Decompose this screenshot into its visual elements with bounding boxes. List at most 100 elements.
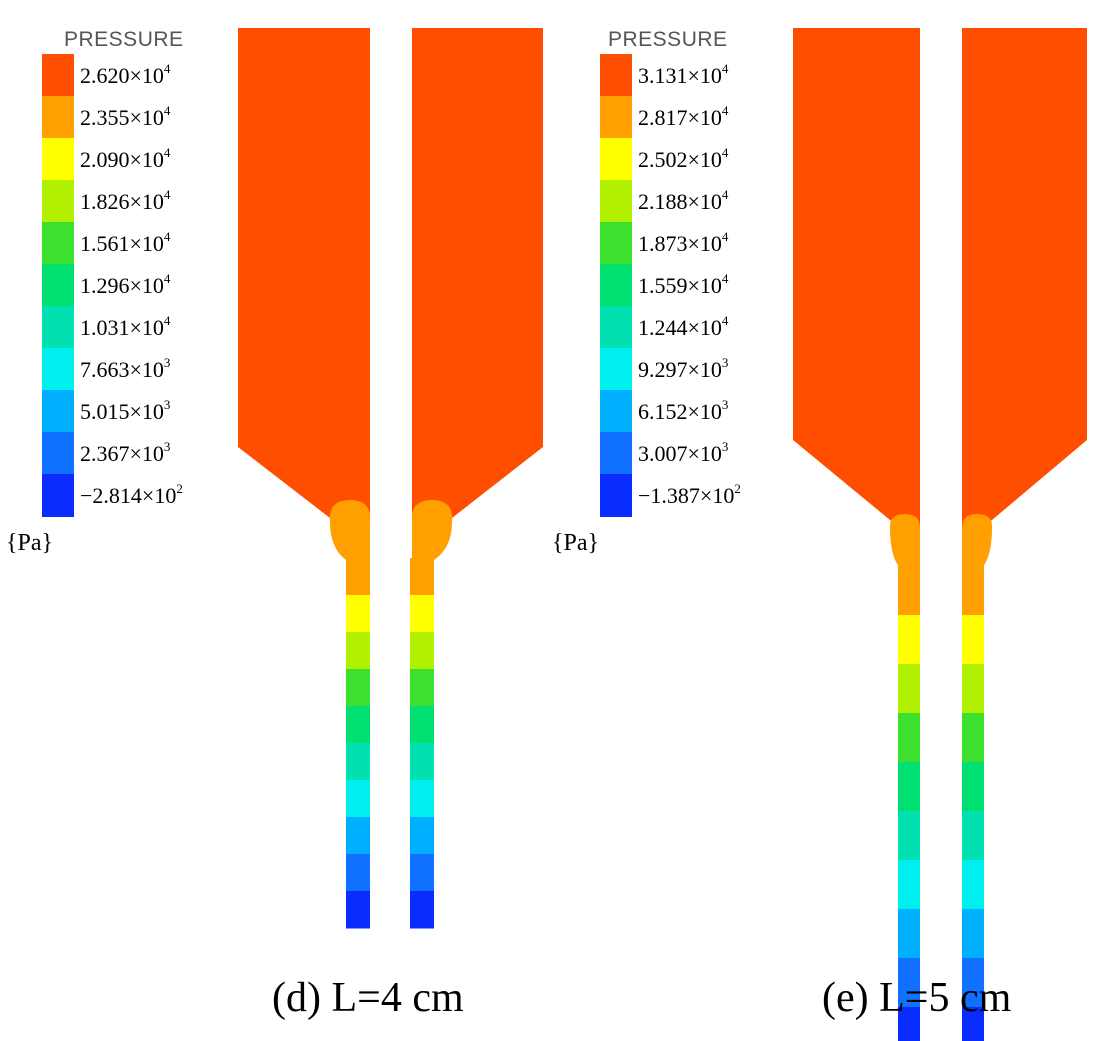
tube-band-left — [898, 566, 920, 616]
colorbar-tick-label: 1.559×104 — [638, 270, 729, 298]
tube-band-right — [962, 909, 984, 959]
colorbar-segment — [600, 138, 632, 181]
tube-band-right — [410, 595, 434, 633]
colorbar-segment — [600, 432, 632, 475]
colorbar-segment — [600, 348, 632, 391]
reservoir-left-e — [793, 28, 920, 545]
unit-label-e: {Pa} — [552, 530, 600, 556]
colorbar-segment — [42, 54, 74, 97]
colorbar-segment — [600, 180, 632, 223]
tube-band-left — [346, 632, 370, 670]
colorbar-segment — [42, 138, 74, 181]
tube-band-left — [346, 743, 370, 781]
caption-d: (d) L=4 cm — [272, 975, 464, 1021]
colorbar-segment — [600, 306, 632, 349]
tube-band-right — [962, 1007, 984, 1041]
tube-band-left — [346, 706, 370, 744]
colorbar-segment — [600, 390, 632, 433]
caption-e: (e) L=5 cm — [822, 975, 1012, 1021]
tube-band-right — [962, 664, 984, 714]
throat-bulb-left-e — [889, 514, 920, 568]
colorbar-segment — [42, 96, 74, 139]
colorbar-tick-label: 1.826×104 — [80, 186, 171, 214]
tube-band-right — [410, 780, 434, 818]
tube-band-right — [962, 762, 984, 812]
tube-band-left — [346, 817, 370, 855]
colorbar-e — [600, 54, 632, 517]
tube-band-left — [898, 1007, 920, 1041]
legend-title-d: PRESSURE — [64, 28, 184, 51]
tube-band-right — [962, 615, 984, 665]
colorbar-segment — [600, 96, 632, 139]
tube-band-left — [898, 664, 920, 714]
tube-band-left — [346, 854, 370, 892]
tube-band-right — [962, 566, 984, 616]
colorbar-segment — [600, 474, 632, 517]
colorbar-segment — [42, 348, 74, 391]
colorbar-segment — [42, 390, 74, 433]
tube-band-right — [962, 811, 984, 861]
tube-band-right — [410, 706, 434, 744]
tube-band-left — [346, 558, 370, 596]
colorbar-segment — [42, 180, 74, 223]
tube-band-left — [346, 669, 370, 707]
colorbar-tick-label: 2.090×104 — [80, 144, 171, 172]
tube-band-left — [346, 595, 370, 633]
colorbar-segment — [600, 264, 632, 307]
tube-band-right — [410, 632, 434, 670]
colorbar-segment — [42, 306, 74, 349]
throat-bulb-right-d — [411, 500, 453, 560]
colorbar-tick-label: 1.561×104 — [80, 228, 171, 256]
colorbar-segment — [42, 474, 74, 517]
tube-band-left — [898, 615, 920, 665]
tube-band-right — [410, 854, 434, 892]
colorbar-tick-label: 3.007×103 — [638, 438, 729, 466]
tube-band-left — [898, 909, 920, 959]
tube-band-left — [898, 860, 920, 910]
reservoir-right-e — [962, 28, 1087, 545]
colorbar-segment — [600, 222, 632, 265]
colorbar-segment — [600, 54, 632, 97]
reservoir-left-d — [238, 28, 370, 540]
colorbar-tick-label: −1.387×102 — [638, 480, 741, 508]
colorbar-tick-label: 6.152×103 — [638, 396, 729, 424]
tube-band-right — [962, 860, 984, 910]
colorbar-tick-label: 2.367×103 — [80, 438, 171, 466]
colorbar-d — [42, 54, 74, 517]
colorbar-segment — [42, 264, 74, 307]
colorbar-tick-label: 2.817×104 — [638, 102, 729, 130]
legend-title-e: PRESSURE — [608, 28, 728, 51]
tube-band-right — [410, 669, 434, 707]
colorbar-tick-label: 2.355×104 — [80, 102, 171, 130]
colorbar-tick-label: 5.015×103 — [80, 396, 171, 424]
colorbar-tick-label: 3.131×104 — [638, 60, 729, 88]
colorbar-tick-label: 1.873×104 — [638, 228, 729, 256]
colorbar-tick-label: 7.663×103 — [80, 354, 171, 382]
tube-band-right — [962, 713, 984, 763]
tube-band-right — [410, 817, 434, 855]
colorbar-segment — [42, 432, 74, 475]
tube-band-left — [898, 958, 920, 1008]
tube-band-left — [898, 811, 920, 861]
tube-band-right — [962, 958, 984, 1008]
tube-band-left — [898, 713, 920, 763]
colorbar-tick-label: 1.296×104 — [80, 270, 171, 298]
colorbar-tick-label: 9.297×103 — [638, 354, 729, 382]
colorbar-segment — [42, 222, 74, 265]
tube-band-left — [898, 762, 920, 812]
colorbar-tick-label: −2.814×102 — [80, 480, 183, 508]
reservoir-right-d — [412, 28, 543, 540]
colorbar-tick-label: 2.502×104 — [638, 144, 729, 172]
colorbar-tick-label: 1.031×104 — [80, 312, 171, 340]
tube-band-right — [410, 743, 434, 781]
tube-band-right — [410, 558, 434, 596]
colorbar-tick-label: 2.620×104 — [80, 60, 171, 88]
colorbar-tick-label: 2.188×104 — [638, 186, 729, 214]
throat-bulb-left-d — [329, 500, 371, 560]
tube-band-right — [410, 891, 434, 929]
tube-band-left — [346, 891, 370, 929]
tube-band-left — [346, 780, 370, 818]
unit-label-d: {Pa} — [6, 530, 54, 556]
throat-bulb-right-e — [962, 514, 993, 568]
